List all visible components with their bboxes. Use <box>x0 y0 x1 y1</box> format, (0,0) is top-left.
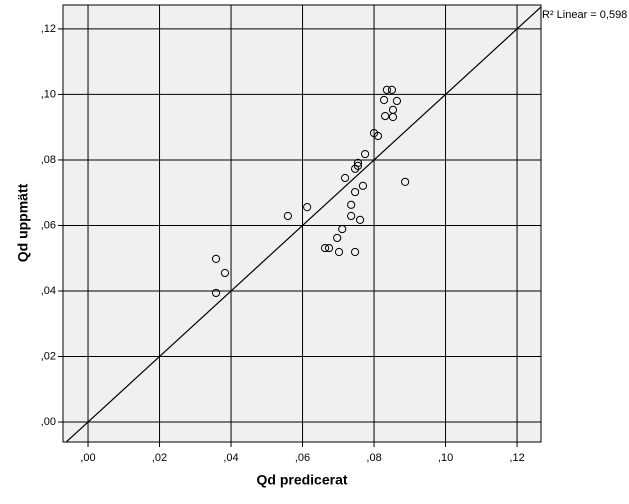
x-tick-label: ,06 <box>295 452 310 464</box>
x-tick-label: ,04 <box>223 452 238 464</box>
x-tick-label: ,12 <box>509 452 524 464</box>
x-tick-label: ,02 <box>152 452 167 464</box>
point <box>324 243 334 253</box>
grid <box>63 5 541 442</box>
point <box>350 187 360 197</box>
point <box>334 247 344 257</box>
point <box>320 243 330 253</box>
point <box>373 131 383 141</box>
point <box>388 112 398 122</box>
plot-background <box>63 5 541 442</box>
point <box>340 173 350 183</box>
point <box>338 224 347 234</box>
x-tick-label: ,10 <box>438 452 453 464</box>
y-tick-label: ,02 <box>41 350 56 362</box>
point <box>353 158 363 167</box>
x-axis-title: Qd predicerat <box>256 472 347 488</box>
point <box>392 96 402 106</box>
point <box>303 203 312 212</box>
point <box>387 85 397 94</box>
point <box>382 85 392 94</box>
point <box>333 233 342 243</box>
y-tick-label: ,12 <box>41 23 56 35</box>
y-tick-label: ,00 <box>41 416 56 428</box>
point <box>220 268 230 278</box>
point <box>283 211 292 221</box>
y-tick-label: ,10 <box>41 88 56 100</box>
point <box>211 288 221 298</box>
fit-line-label: R² Linear = 0,598 <box>542 9 627 21</box>
plot-border <box>62 4 542 443</box>
fit-line <box>65 6 541 442</box>
point <box>353 161 363 170</box>
y-tick-label: ,06 <box>41 219 56 231</box>
x-tick-label: ,00 <box>80 452 95 464</box>
point <box>358 181 368 190</box>
point <box>361 149 370 159</box>
point <box>211 254 221 263</box>
y-tick-label: ,04 <box>41 285 56 297</box>
point <box>355 215 365 224</box>
y-axis-title: Qd uppmätt <box>15 183 31 262</box>
x-tick-label: ,08 <box>366 452 381 464</box>
point <box>381 111 390 121</box>
y-tick-label: ,08 <box>41 154 56 166</box>
point <box>379 95 389 105</box>
point <box>347 200 356 209</box>
point <box>350 247 360 257</box>
point <box>401 177 410 186</box>
point <box>347 211 356 221</box>
